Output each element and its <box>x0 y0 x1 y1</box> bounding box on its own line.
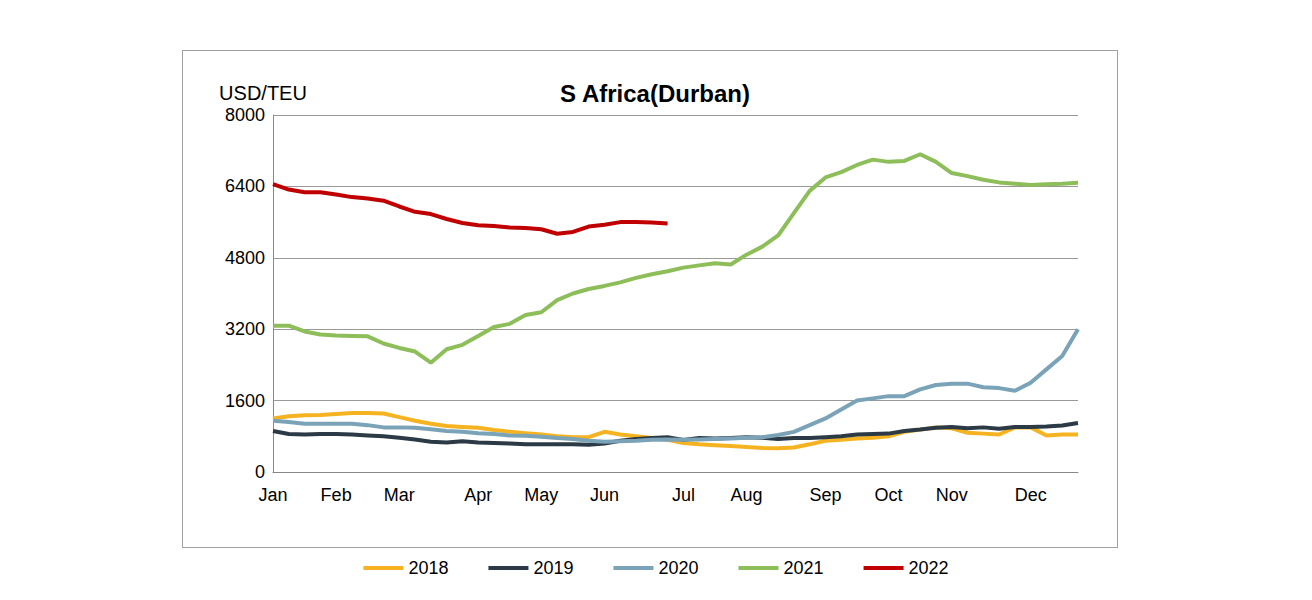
svg-text:Sep: Sep <box>809 485 841 505</box>
svg-text:USD/TEU: USD/TEU <box>219 82 307 104</box>
svg-text:2022: 2022 <box>909 558 949 578</box>
svg-text:Jun: Jun <box>590 485 619 505</box>
svg-text:Nov: Nov <box>936 485 968 505</box>
svg-text:Aug: Aug <box>731 485 763 505</box>
svg-text:Jul: Jul <box>672 485 695 505</box>
svg-text:S Africa(Durban): S Africa(Durban) <box>560 80 750 107</box>
svg-text:2019: 2019 <box>533 558 573 578</box>
svg-text:2021: 2021 <box>784 558 824 578</box>
svg-text:8000: 8000 <box>225 105 265 125</box>
svg-text:6400: 6400 <box>225 176 265 196</box>
svg-text:4800: 4800 <box>225 248 265 268</box>
svg-text:Apr: Apr <box>464 485 492 505</box>
svg-text:0: 0 <box>255 462 265 482</box>
svg-text:Oct: Oct <box>875 485 903 505</box>
svg-text:Feb: Feb <box>321 485 352 505</box>
svg-text:2018: 2018 <box>408 558 448 578</box>
svg-text:Mar: Mar <box>384 485 415 505</box>
svg-text:3200: 3200 <box>225 319 265 339</box>
svg-text:2020: 2020 <box>658 558 698 578</box>
svg-text:May: May <box>524 485 558 505</box>
svg-text:Dec: Dec <box>1015 485 1047 505</box>
svg-text:Jan: Jan <box>258 485 287 505</box>
svg-text:1600: 1600 <box>225 391 265 411</box>
